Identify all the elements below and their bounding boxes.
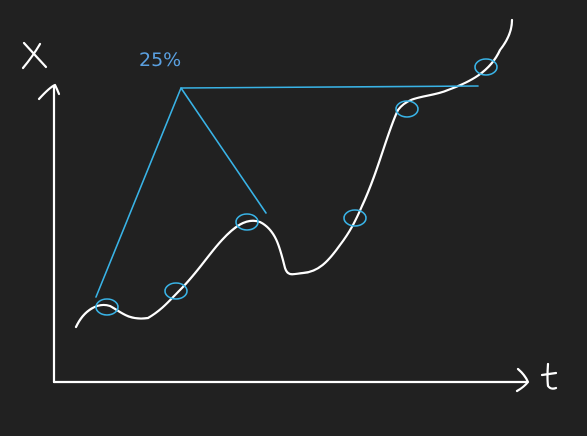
marker-circle	[395, 100, 419, 118]
annotation-line-horizontal	[180, 85, 479, 89]
x-axis	[52, 367, 530, 393]
marker-circle	[474, 58, 498, 76]
curve-markers	[95, 58, 498, 316]
annotation-line-left	[95, 87, 182, 298]
marker-circle	[343, 209, 367, 227]
annotation-line-right	[180, 87, 267, 214]
y-axis-label-stroke-2	[21, 42, 42, 70]
x-axis-label-stem	[546, 362, 558, 390]
y-axis	[37, 83, 61, 384]
y-axis-label	[21, 41, 48, 70]
marker-circle	[235, 213, 259, 231]
x-axis-arrowhead	[515, 367, 530, 393]
sketched-curve	[74, 18, 514, 329]
x-axis-label-cross	[540, 371, 558, 377]
annotation-lines	[95, 85, 479, 298]
marker-circle	[95, 298, 119, 316]
y-axis-arrowhead	[37, 83, 61, 101]
x-axis-label	[540, 362, 558, 390]
marker-circle	[164, 282, 188, 300]
percent-label: 25%	[139, 49, 181, 71]
